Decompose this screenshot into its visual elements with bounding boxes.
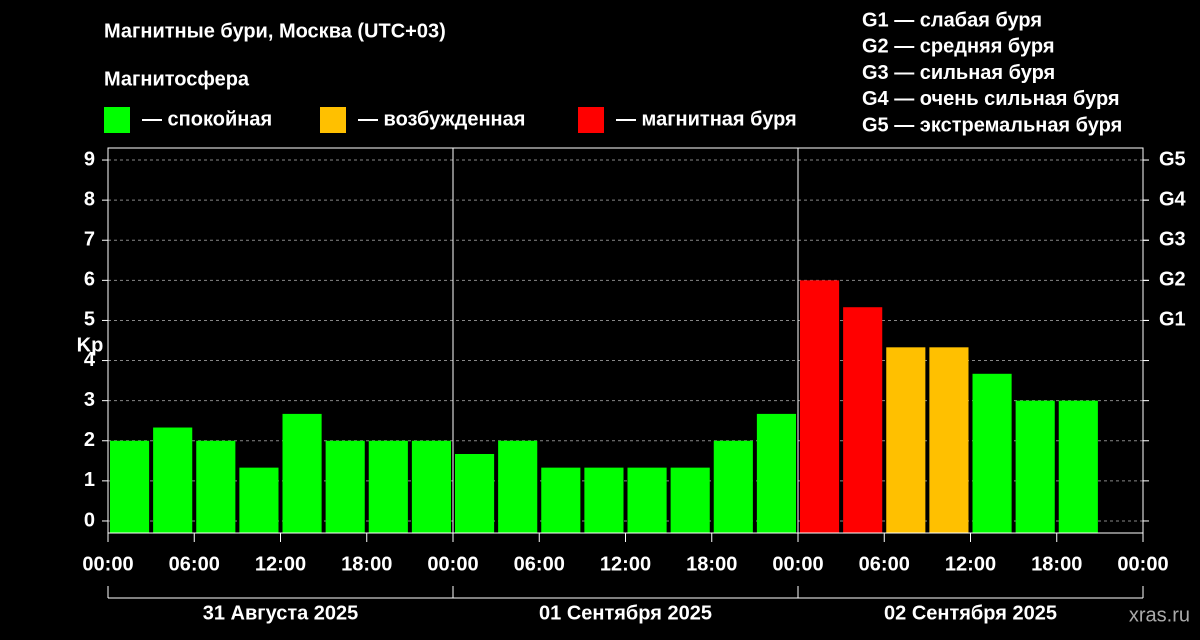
- chart-title: Магнитные бури, Москва (UTC+03): [104, 20, 446, 42]
- bar: [541, 467, 581, 533]
- bar: [1058, 400, 1098, 533]
- legend-swatch: [104, 107, 130, 133]
- y-tick-label: 6: [84, 269, 95, 291]
- bar: [627, 467, 667, 533]
- bar: [239, 467, 279, 533]
- bar: [455, 453, 495, 533]
- x-tick-label: 12:00: [945, 553, 996, 575]
- bar: [153, 427, 193, 533]
- storm-level-label: G3 — сильная буря: [862, 62, 1055, 84]
- bar: [196, 440, 236, 533]
- legend-title: Магнитосфера: [104, 68, 250, 90]
- y-tick-label: 0: [84, 509, 95, 531]
- storm-level-label: G2 — средняя буря: [862, 36, 1055, 58]
- bar: [800, 280, 840, 533]
- x-tick-label: 00:00: [82, 553, 133, 575]
- bar: [713, 440, 753, 533]
- y2-tick-label: G2: [1159, 269, 1186, 291]
- watermark: xras.ru: [1129, 604, 1190, 626]
- legend-label: — спокойная: [142, 108, 272, 130]
- legend-swatch: [320, 107, 346, 133]
- bar: [498, 440, 538, 533]
- x-tick-label: 18:00: [1031, 553, 1082, 575]
- x-tick-label: 06:00: [169, 553, 220, 575]
- y-tick-label: 2: [84, 429, 95, 451]
- x-tick-label: 00:00: [1117, 553, 1168, 575]
- y-tick-label: 7: [84, 229, 95, 251]
- x-tick-label: 12:00: [255, 553, 306, 575]
- y-tick-label: 3: [84, 389, 95, 411]
- x-tick-label: 00:00: [772, 553, 823, 575]
- bar: [670, 467, 710, 533]
- legend-label: — возбужденная: [358, 108, 525, 130]
- bar: [843, 307, 883, 533]
- bar: [756, 413, 796, 533]
- y2-tick-label: G3: [1159, 229, 1186, 251]
- y-tick-label: 9: [84, 148, 95, 170]
- bar: [368, 440, 408, 533]
- day-label: 01 Сентября 2025: [539, 602, 712, 624]
- y2-tick-label: G5: [1159, 148, 1186, 170]
- bar: [972, 373, 1012, 533]
- x-tick-label: 06:00: [514, 553, 565, 575]
- x-tick-label: 18:00: [341, 553, 392, 575]
- storm-level-label: G1 — слабая буря: [862, 9, 1042, 31]
- bar: [110, 440, 150, 533]
- bar: [325, 440, 365, 533]
- x-tick-label: 06:00: [859, 553, 910, 575]
- y-tick-label: 1: [84, 469, 95, 491]
- storm-level-label: G4 — очень сильная буря: [862, 88, 1120, 110]
- y-tick-label: 4: [84, 349, 96, 371]
- legend-label: — магнитная буря: [616, 108, 797, 130]
- day-label: 31 Августа 2025: [203, 602, 359, 624]
- bar: [929, 347, 969, 533]
- y-tick-label: 5: [84, 309, 95, 331]
- bar: [584, 467, 624, 533]
- legend-swatch: [578, 107, 604, 133]
- bar: [886, 347, 926, 533]
- storm-level-label: G5 — экстремальная буря: [862, 114, 1122, 136]
- y-axis-label: Kp: [77, 334, 104, 356]
- bar: [282, 413, 322, 533]
- x-tick-label: 00:00: [427, 553, 478, 575]
- x-tick-label: 18:00: [686, 553, 737, 575]
- y2-tick-label: G1: [1159, 309, 1186, 331]
- x-tick-label: 12:00: [600, 553, 651, 575]
- y2-tick-label: G4: [1159, 188, 1187, 210]
- y-tick-label: 8: [84, 188, 95, 210]
- bar: [1015, 400, 1055, 533]
- bar: [411, 440, 451, 533]
- day-label: 02 Сентября 2025: [884, 602, 1057, 624]
